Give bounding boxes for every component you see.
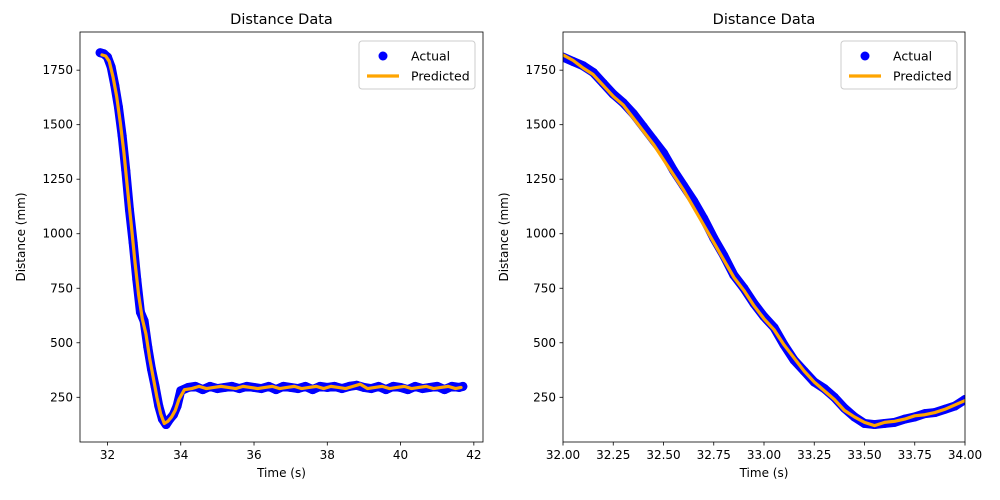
- y-tick-label: 500: [50, 336, 73, 350]
- legend-marker-actual: [860, 51, 870, 61]
- legend-label: Actual: [411, 49, 450, 64]
- plot-area: [563, 52, 965, 430]
- y-tick-label: 750: [533, 281, 556, 295]
- legend-marker-actual: [378, 51, 388, 61]
- y-axis-label: Distance (mm): [14, 192, 28, 281]
- right-chart-panel: 32.00 32.25 32.50 32.75 33.00 33.25 33.50 33.75…: [497, 12, 982, 480]
- series-actual: [563, 52, 965, 430]
- predicted-line: [100, 53, 463, 426]
- left-chart-panel: 32 34 36 38 40 42 250 500 750 1000 1250 1500 1750 Dis…: [14, 12, 484, 480]
- chart-title: Distance Data: [230, 12, 333, 28]
- y-tick-label: 1750: [42, 63, 73, 77]
- actual-trace: [563, 52, 965, 430]
- y-tick-label: 750: [50, 281, 73, 295]
- y-tick-label: 1250: [525, 172, 556, 186]
- x-tick-label: 32.25: [596, 448, 630, 462]
- legend: Actual Predicted: [358, 40, 476, 90]
- x-tick-label: 40: [393, 448, 408, 462]
- y-tick-label: 250: [533, 390, 556, 404]
- y-tick-label: 1500: [525, 118, 556, 132]
- y-tick-label: 1000: [42, 227, 73, 241]
- axes-frame: [562, 31, 966, 443]
- legend-label: Predicted: [893, 69, 952, 84]
- x-tick-label: 34.00: [948, 448, 982, 462]
- x-tick-label: 33.25: [797, 448, 831, 462]
- legend-label: Actual: [893, 49, 932, 64]
- x-axis-label: Time (s): [256, 466, 306, 480]
- x-tick-label: 32.75: [697, 448, 731, 462]
- x-tick-label: 32.00: [546, 448, 580, 462]
- x-tick-label: 36: [246, 448, 261, 462]
- x-tick-label: 32: [100, 448, 115, 462]
- x-tick-label: 34: [173, 448, 188, 462]
- x-axis-label: Time (s): [739, 466, 789, 480]
- legend: Actual Predicted: [840, 40, 958, 90]
- plot-area: [95, 48, 468, 430]
- x-tick-label: 33.75: [898, 448, 932, 462]
- x-tick-label: 38: [320, 448, 335, 462]
- x-tick-label: 33.00: [747, 448, 781, 462]
- x-tick-label: 32.50: [646, 448, 680, 462]
- y-tick-label: 1000: [525, 227, 556, 241]
- y-tick-label: 1500: [42, 118, 73, 132]
- x-tick-label: 42: [466, 448, 481, 462]
- y-tick-label: 1250: [42, 172, 73, 186]
- axes-frame: [79, 31, 484, 443]
- y-tick-label: 250: [50, 390, 73, 404]
- y-axis-label: Distance (mm): [497, 192, 511, 281]
- predicted-line: [563, 53, 965, 428]
- y-tick-label: 500: [533, 336, 556, 350]
- chart-title: Distance Data: [713, 12, 816, 28]
- legend-label: Predicted: [411, 69, 470, 84]
- x-tick-label: 33.50: [847, 448, 881, 462]
- y-tick-label: 1750: [525, 63, 556, 77]
